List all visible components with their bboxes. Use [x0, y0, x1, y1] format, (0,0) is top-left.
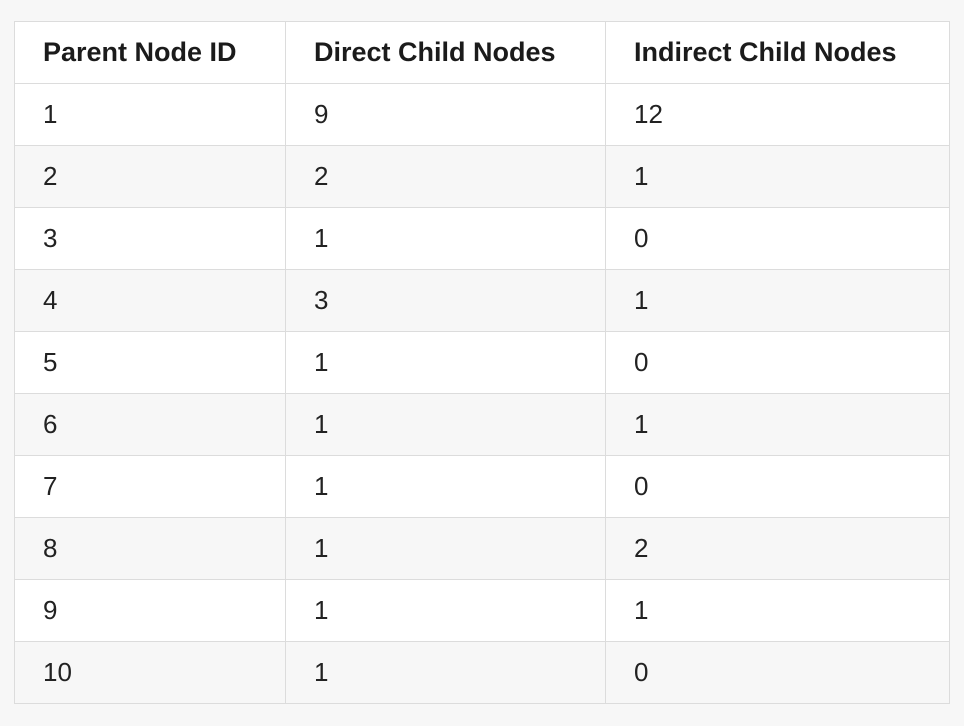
cell-direct-child-nodes: 1: [285, 455, 606, 518]
cell-direct-child-nodes: 1: [285, 517, 606, 580]
cell-indirect-child-nodes: 0: [605, 641, 950, 704]
cell-direct-child-nodes: 1: [285, 207, 606, 270]
cell-indirect-child-nodes: 1: [605, 393, 950, 456]
cell-direct-child-nodes: 1: [285, 393, 606, 456]
cell-parent-node-id: 5: [14, 331, 286, 394]
cell-indirect-child-nodes: 1: [605, 579, 950, 642]
header-indirect-child-nodes: Indirect Child Nodes: [605, 21, 950, 84]
table-row: 9 1 1: [14, 579, 950, 642]
cell-parent-node-id: 1: [14, 83, 286, 146]
cell-direct-child-nodes: 9: [285, 83, 606, 146]
table-row: 2 2 1: [14, 145, 950, 208]
cell-direct-child-nodes: 2: [285, 145, 606, 208]
table-row: 8 1 2: [14, 517, 950, 580]
header-parent-node-id: Parent Node ID: [14, 21, 286, 84]
cell-indirect-child-nodes: 0: [605, 455, 950, 518]
cell-parent-node-id: 4: [14, 269, 286, 332]
table-body: 1 9 12 2 2 1 3 1 0 4 3 1 5 1 0: [14, 83, 950, 704]
node-table-container: Parent Node ID Direct Child Nodes Indire…: [14, 21, 950, 704]
cell-parent-node-id: 9: [14, 579, 286, 642]
table-header: Parent Node ID Direct Child Nodes Indire…: [14, 21, 950, 84]
cell-direct-child-nodes: 1: [285, 641, 606, 704]
table-row: 7 1 0: [14, 455, 950, 518]
table-row: 6 1 1: [14, 393, 950, 456]
cell-parent-node-id: 10: [14, 641, 286, 704]
table-row: 1 9 12: [14, 83, 950, 146]
cell-indirect-child-nodes: 2: [605, 517, 950, 580]
cell-indirect-child-nodes: 0: [605, 207, 950, 270]
header-direct-child-nodes: Direct Child Nodes: [285, 21, 606, 84]
table-row: 4 3 1: [14, 269, 950, 332]
cell-indirect-child-nodes: 0: [605, 331, 950, 394]
cell-direct-child-nodes: 3: [285, 269, 606, 332]
cell-indirect-child-nodes: 1: [605, 269, 950, 332]
cell-indirect-child-nodes: 12: [605, 83, 950, 146]
table-row: 3 1 0: [14, 207, 950, 270]
node-table: Parent Node ID Direct Child Nodes Indire…: [14, 21, 950, 704]
cell-parent-node-id: 7: [14, 455, 286, 518]
cell-parent-node-id: 8: [14, 517, 286, 580]
cell-direct-child-nodes: 1: [285, 331, 606, 394]
header-row: Parent Node ID Direct Child Nodes Indire…: [14, 21, 950, 84]
table-row: 5 1 0: [14, 331, 950, 394]
cell-parent-node-id: 2: [14, 145, 286, 208]
cell-direct-child-nodes: 1: [285, 579, 606, 642]
cell-parent-node-id: 3: [14, 207, 286, 270]
cell-parent-node-id: 6: [14, 393, 286, 456]
table-row: 10 1 0: [14, 641, 950, 704]
cell-indirect-child-nodes: 1: [605, 145, 950, 208]
